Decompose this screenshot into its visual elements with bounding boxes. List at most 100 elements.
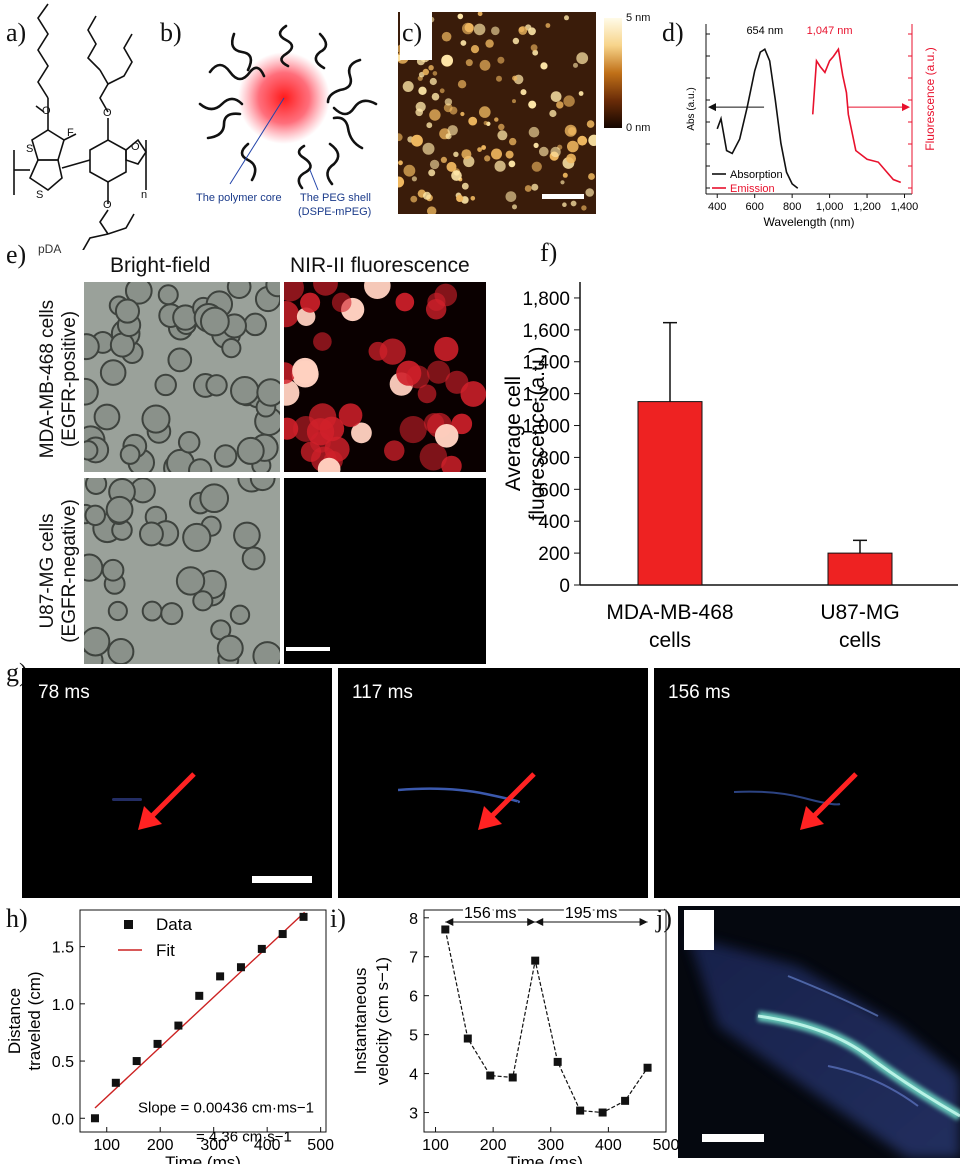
fluorescent-cell (460, 381, 486, 407)
afm-particle (428, 65, 434, 71)
afm-particle (441, 54, 453, 67)
afm-particle (562, 202, 567, 207)
afm-particle (509, 137, 517, 146)
afm-particle (563, 95, 575, 107)
afm-particle (481, 145, 486, 150)
peg-shell-label-2: (DSPE-mPEG) (298, 206, 372, 218)
x-tick-label: 300 (200, 1137, 227, 1154)
afm-particle (415, 101, 426, 112)
afm-particle (491, 148, 502, 160)
y-tick-label: 1,800 (522, 289, 570, 310)
afm-particle (586, 120, 595, 128)
frame-78ms: 78 ms (22, 668, 332, 898)
cell (124, 282, 153, 305)
afm-particle (461, 182, 469, 190)
data-point (278, 930, 287, 939)
afm-particle (428, 169, 436, 177)
brightfield-header: Bright-field (110, 254, 211, 277)
afm-particle (556, 101, 564, 109)
afm-particle (539, 146, 549, 157)
fluorescent-cell (434, 336, 459, 362)
data-point (531, 956, 540, 965)
height-colorbar (604, 18, 622, 128)
cell (138, 521, 164, 547)
afm-particle (577, 135, 588, 146)
x-tick-label: 500 (307, 1137, 334, 1154)
afm-particle (497, 130, 508, 141)
data-point (132, 1057, 141, 1066)
cell-fluorescence-bar-chart: 0 200 400 600 800 1,000 1,200 1,400 1,600 1,800 Av… (502, 282, 958, 652)
cell (101, 558, 125, 582)
red-arrow-icon (478, 772, 536, 830)
afm-particle (440, 156, 447, 163)
afm-particle (550, 91, 562, 102)
x-tick-label: 200 (147, 1137, 174, 1154)
cell (265, 282, 280, 298)
category-label-line-2: cells (839, 629, 881, 652)
afm-particle (398, 133, 403, 142)
data-point (486, 1071, 495, 1080)
afm-particle (423, 191, 431, 200)
afm-particle (470, 196, 476, 201)
frame-2-time: 117 ms (352, 682, 413, 703)
x-axis-label: Time (ms) (507, 1153, 583, 1164)
cell (93, 403, 121, 431)
afm-particle (443, 103, 453, 113)
afm-particle (447, 125, 458, 136)
afm-particle (528, 27, 536, 36)
row-2-label: U87-MG cells (EGFR-negative) (0, 478, 84, 664)
afm-particle (550, 146, 561, 158)
vessel-trace-3 (734, 790, 841, 806)
afm-particle (460, 40, 467, 46)
cell (241, 546, 266, 571)
y-tick-label: 0 (559, 576, 570, 597)
afm-particle (505, 191, 517, 203)
afm-particle (465, 59, 473, 67)
emission-line (811, 47, 902, 184)
afm-scale-bar (542, 194, 584, 199)
nir-cells-1 (284, 282, 486, 472)
cell-scale-bar (286, 647, 330, 651)
x-tick-label: 800 (783, 201, 801, 213)
data-point (441, 925, 450, 934)
data-point (621, 1096, 630, 1105)
distance-chart: 100 200 300 400 500 0.0 0.5 1.0 1.5 Time (ms) Dist… (5, 909, 334, 1164)
brightfield-image-egfr-negative (84, 478, 280, 664)
cell (84, 333, 100, 361)
data-point (257, 944, 266, 953)
fluorescent-cell (426, 360, 451, 384)
y-axis-label-2: traveled (cm) (25, 971, 44, 1070)
cell (213, 444, 238, 468)
cell (243, 312, 268, 337)
cell (229, 604, 251, 626)
atom-s-label-1: S (26, 143, 33, 155)
polymer-core-label: The polymer core (196, 192, 282, 204)
x-tick-label: 600 (746, 201, 764, 213)
afm-particle (576, 52, 589, 65)
y-tick-label: 4 (409, 1067, 418, 1084)
y-tick-label: 0.0 (52, 1111, 74, 1128)
cell (167, 347, 193, 373)
row-2-label-line-1: U87-MG cells (37, 513, 58, 629)
data-point (553, 1057, 562, 1066)
data-point (90, 1114, 99, 1123)
afm-particle (470, 45, 480, 54)
cell (84, 440, 99, 461)
afm-particle (531, 183, 539, 191)
vessel-image (678, 906, 960, 1158)
afm-particle (461, 149, 472, 160)
afm-particle (468, 116, 478, 126)
data-point (576, 1106, 585, 1115)
afm-particle (411, 134, 423, 147)
afm-particle (518, 26, 528, 35)
atom-o-label-3: O (103, 199, 112, 211)
fluorescent-cell (309, 403, 337, 431)
frame-1-time: 78 ms (38, 682, 90, 703)
afm-particle (402, 81, 414, 92)
afm-particle (566, 153, 576, 164)
cell (192, 590, 214, 612)
afm-particle (451, 170, 462, 181)
em-peak-label: 1,047 nm (807, 25, 853, 37)
data-point (174, 1021, 183, 1030)
brightfield-cells-2 (84, 478, 280, 664)
